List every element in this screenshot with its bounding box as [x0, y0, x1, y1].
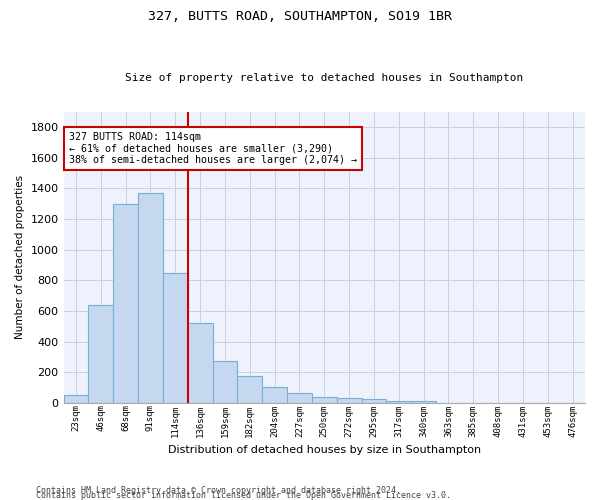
Bar: [337, 398, 362, 403]
Bar: [88, 305, 113, 403]
Bar: [188, 324, 212, 403]
X-axis label: Distribution of detached houses by size in Southampton: Distribution of detached houses by size …: [168, 445, 481, 455]
Bar: [138, 193, 163, 403]
Title: Size of property relative to detached houses in Southampton: Size of property relative to detached ho…: [125, 73, 523, 83]
Bar: [411, 402, 436, 403]
Bar: [212, 361, 238, 403]
Bar: [238, 376, 262, 403]
Bar: [287, 393, 312, 403]
Y-axis label: Number of detached properties: Number of detached properties: [15, 175, 25, 340]
Bar: [386, 400, 411, 403]
Bar: [312, 397, 337, 403]
Bar: [362, 399, 386, 403]
Bar: [113, 204, 138, 403]
Text: Contains public sector information licensed under the Open Government Licence v3: Contains public sector information licen…: [36, 491, 451, 500]
Bar: [64, 396, 88, 403]
Bar: [163, 272, 188, 403]
Bar: [262, 387, 287, 403]
Text: 327 BUTTS ROAD: 114sqm
← 61% of detached houses are smaller (3,290)
38% of semi-: 327 BUTTS ROAD: 114sqm ← 61% of detached…: [69, 132, 357, 165]
Text: Contains HM Land Registry data © Crown copyright and database right 2024.: Contains HM Land Registry data © Crown c…: [36, 486, 401, 495]
Text: 327, BUTTS ROAD, SOUTHAMPTON, SO19 1BR: 327, BUTTS ROAD, SOUTHAMPTON, SO19 1BR: [148, 10, 452, 23]
